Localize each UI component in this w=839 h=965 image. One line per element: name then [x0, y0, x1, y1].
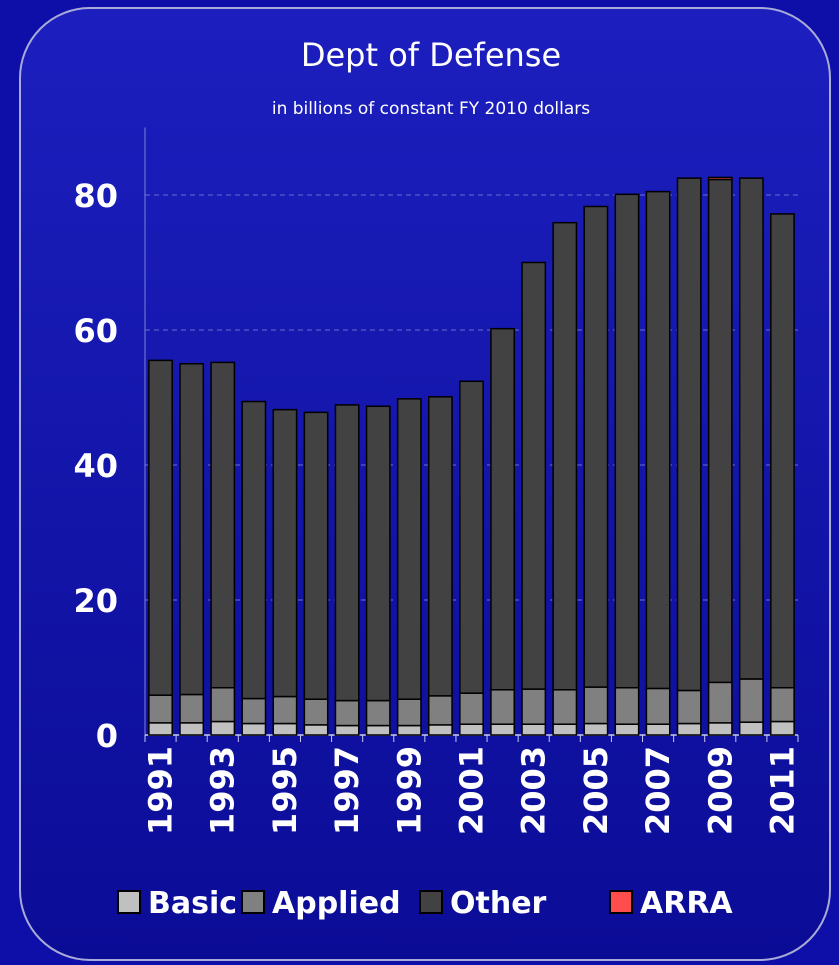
x-tick-label: 1999	[390, 746, 428, 835]
bar-segment-applied-1991	[148, 694, 173, 724]
chart-subtitle: in billions of constant FY 2010 dollars	[272, 99, 590, 119]
legend-label-applied: Applied	[272, 886, 401, 921]
bar-segment-other-1997	[334, 404, 360, 702]
bar-segment-basic-1992	[179, 722, 205, 736]
x-tick-label: 2003	[515, 746, 553, 835]
bar-segment-basic-1995	[272, 722, 298, 736]
bar-segment-applied-1992	[179, 693, 205, 724]
legend-label-other: Other	[450, 886, 547, 921]
bar-segment-other-1998	[365, 405, 391, 702]
bar-segment-other-1993	[210, 361, 236, 689]
bar-segment-basic-2004	[552, 723, 578, 736]
bar-segment-basic-2008	[676, 722, 702, 736]
bar-segment-other-2008	[676, 177, 702, 692]
bar-segment-basic-1998	[365, 724, 391, 736]
bar-segment-applied-2009	[707, 681, 733, 724]
bar-segment-other-2000	[427, 396, 453, 697]
bar-segment-other-2009	[707, 178, 733, 684]
bar-segment-applied-2000	[427, 695, 453, 726]
bar-segment-applied-1994	[241, 697, 267, 725]
bar-segment-other-2001	[459, 380, 484, 694]
bar-segment-applied-2004	[552, 689, 578, 725]
bar-segment-other-2003	[521, 261, 547, 690]
bar-segment-applied-2003	[521, 688, 547, 725]
bar-segment-applied-2008	[676, 689, 702, 725]
y-tick-label: 20	[73, 582, 118, 620]
bar-segment-arra-2009	[707, 176, 733, 181]
bar-segment-other-2002	[490, 327, 516, 691]
bar-segment-basic-2003	[521, 723, 547, 736]
bar-segment-other-1999	[396, 398, 422, 700]
bar-segment-applied-2005	[583, 686, 609, 725]
bar-segment-applied-2001	[459, 692, 484, 725]
x-tick-labels: 1991 1993 1995 1997 1999 2001 2003 2005 2007 2009…	[142, 746, 802, 835]
y-tick-label: 0	[96, 717, 118, 755]
bar-segment-basic-2009	[707, 722, 733, 736]
x-tick-label: 1995	[266, 746, 304, 835]
x-tick-label: 1991	[142, 746, 180, 835]
bar-segment-basic-1999	[396, 724, 422, 736]
bar-segment-applied-2007	[645, 687, 671, 725]
x-tick-label: 1997	[328, 746, 366, 835]
bar-segment-other-1991	[148, 359, 173, 696]
bar-segment-other-2006	[614, 193, 640, 689]
y-tick-label: 60	[73, 312, 118, 350]
x-tick-label: 2007	[639, 746, 677, 835]
bar-segment-other-2005	[583, 205, 609, 688]
legend-swatch-applied	[241, 890, 265, 914]
bar-segment-applied-1996	[303, 698, 329, 726]
bar-segment-basic-2002	[490, 723, 516, 736]
x-tick-label: 2001	[453, 746, 491, 835]
bar-segment-applied-1995	[272, 695, 298, 725]
bar-segment-basic-2001	[459, 723, 484, 736]
bars	[148, 176, 795, 736]
bar-segment-basic-2010	[738, 721, 764, 736]
bar-segment-applied-1999	[396, 698, 422, 727]
bar-segment-basic-2011	[770, 720, 795, 736]
legend: Basic Applied Other ARRA	[117, 886, 733, 921]
bar-segment-other-2004	[552, 221, 578, 691]
bar-segment-basic-2005	[583, 722, 609, 736]
bar-segment-other-1994	[241, 400, 267, 700]
bar-segment-applied-2011	[770, 687, 795, 723]
bar-segment-basic-2007	[645, 723, 671, 736]
bar-segment-basic-1993	[210, 720, 236, 736]
chart-title: Dept of Defense	[301, 36, 561, 74]
y-tick-labels: 0 20 40 60 80	[73, 177, 118, 755]
bar-segment-basic-2000	[427, 724, 453, 736]
y-tick-label: 40	[73, 447, 118, 485]
bar-segment-other-2007	[645, 190, 671, 690]
bar-segment-applied-2002	[490, 689, 516, 725]
legend-swatch-other	[419, 890, 443, 914]
bar-segment-basic-1996	[303, 724, 329, 736]
bar-segment-other-1996	[303, 411, 329, 700]
bar-segment-applied-1997	[334, 699, 360, 727]
y-tick-label: 80	[73, 177, 118, 215]
bar-segment-applied-2006	[614, 687, 640, 725]
bar-segment-other-1995	[272, 408, 298, 698]
legend-label-arra: ARRA	[640, 886, 733, 921]
legend-label-basic: Basic	[148, 886, 237, 921]
x-tick-label: 2011	[763, 746, 801, 835]
x-tick-label: 2005	[577, 746, 615, 835]
bar-segment-other-2011	[770, 213, 795, 689]
bar-segment-basic-2006	[614, 723, 640, 736]
x-tick-label: 1993	[204, 746, 242, 835]
bar-segment-applied-2010	[738, 678, 764, 723]
bar-segment-basic-1994	[241, 722, 267, 736]
bar-segment-other-1992	[179, 363, 205, 696]
legend-swatch-arra	[609, 890, 633, 914]
bar-segment-other-2010	[738, 177, 764, 680]
bar-segment-applied-1993	[210, 687, 236, 723]
x-tick-label: 2009	[701, 746, 739, 835]
legend-swatch-basic	[117, 890, 141, 914]
bar-segment-basic-1997	[334, 724, 360, 736]
bar-segment-applied-1998	[365, 699, 391, 727]
bar-segment-basic-1991	[148, 722, 173, 736]
